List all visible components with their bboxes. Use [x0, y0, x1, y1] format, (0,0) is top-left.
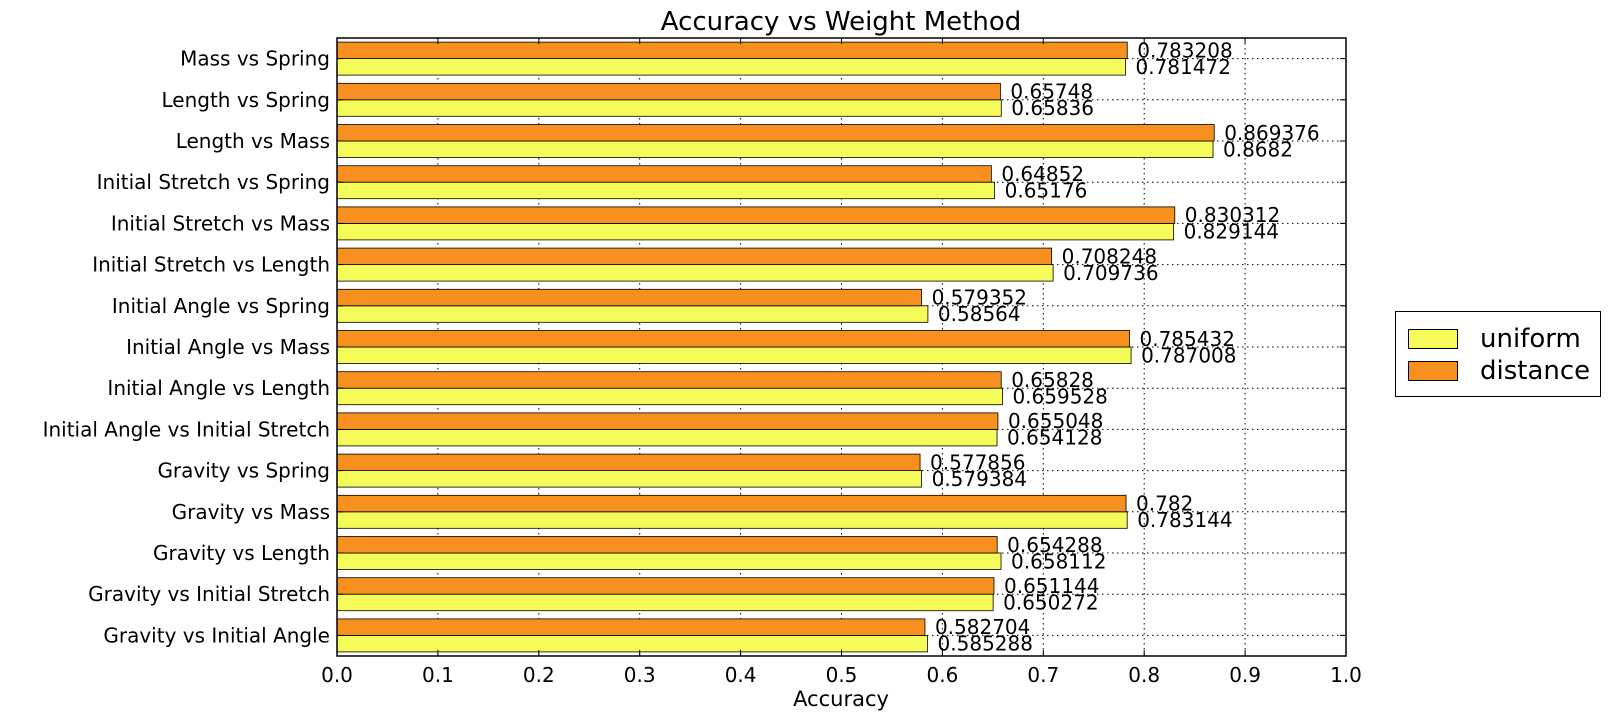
data-label-distance: 0.783208 — [1137, 38, 1232, 62]
bar-distance — [336, 618, 926, 636]
data-label-uniform: 0.585288 — [938, 632, 1033, 656]
data-label-uniform: 0.650272 — [1003, 590, 1098, 614]
data-label-uniform: 0.654128 — [1007, 426, 1102, 450]
category-label: Length vs Mass — [176, 129, 330, 153]
data-label-uniform: 0.65176 — [1005, 178, 1088, 202]
bar-uniform — [336, 428, 998, 447]
category-label: Initial Angle vs Mass — [126, 335, 330, 359]
category-label: Gravity vs Spring — [157, 459, 330, 483]
data-label-distance: 0.651144 — [1004, 574, 1099, 598]
x-tick-label: 0.1 — [422, 663, 454, 687]
bar-distance — [336, 412, 999, 430]
bar-distance — [336, 371, 1002, 389]
legend-item-uniform: uniform — [1408, 324, 1581, 354]
category-label: Mass vs Spring — [180, 47, 330, 71]
bar-uniform — [336, 387, 1003, 406]
data-label-uniform: 0.783144 — [1137, 508, 1232, 532]
bar-distance — [336, 41, 1128, 59]
axis-ticks: 0.0 0.1 0.2 0.3 0.4 0.5 0.6 0.7 0.8 0.9 1.0 Gravity… — [43, 38, 1362, 687]
bar-distance — [336, 330, 1130, 348]
bar-distance — [336, 453, 921, 472]
bar-distance — [336, 124, 1215, 142]
chart-title: Accuracy vs Weight Method — [661, 7, 1022, 37]
data-label-uniform: 0.787008 — [1141, 343, 1236, 367]
x-tick-label: 0.0 — [321, 663, 353, 687]
data-label-uniform: 0.709736 — [1063, 261, 1158, 285]
x-tick-label: 0.7 — [1027, 663, 1059, 687]
bar-uniform — [336, 593, 994, 612]
category-label: Initial Stretch vs Length — [92, 253, 330, 277]
category-label: Gravity vs Initial Stretch — [88, 582, 330, 606]
bar-uniform — [336, 552, 1002, 570]
bar-uniform — [336, 635, 928, 653]
data-label-distance: 0.582704 — [935, 615, 1030, 639]
bar-uniform — [336, 264, 1054, 282]
data-label-distance: 0.65748 — [1010, 80, 1093, 104]
data-label-distance: 0.64852 — [1001, 162, 1084, 186]
bar-distance — [336, 494, 1127, 513]
bar-distance — [336, 288, 922, 307]
category-label: Initial Angle vs Length — [107, 376, 330, 400]
bar-distance — [336, 206, 1176, 224]
legend-swatch-distance — [1408, 361, 1458, 381]
data-label-uniform: 0.829144 — [1184, 220, 1279, 244]
legend-item-distance: distance — [1408, 356, 1590, 386]
data-label-uniform: 0.8682 — [1223, 137, 1293, 161]
bar-distance — [336, 247, 1053, 266]
data-label-distance: 0.785432 — [1140, 327, 1235, 351]
bar-uniform — [336, 58, 1126, 76]
category-label: Initial Stretch vs Spring — [97, 170, 330, 194]
category-label: Gravity vs Initial Angle — [103, 623, 330, 647]
legend-label-distance: distance — [1480, 356, 1591, 386]
bar-uniform — [336, 99, 1002, 117]
bar-uniform — [336, 511, 1128, 529]
legend-label-uniform: uniform — [1480, 324, 1581, 354]
category-label: Length vs Spring — [162, 88, 331, 112]
x-tick-label: 0.3 — [624, 663, 656, 687]
x-tick-label: 0.9 — [1229, 663, 1261, 687]
data-label-uniform: 0.659528 — [1012, 384, 1107, 408]
data-label-distance: 0.830312 — [1185, 203, 1280, 227]
bars — [336, 41, 1215, 653]
category-label: Initial Stretch vs Mass — [111, 211, 330, 235]
x-tick-label: 0.8 — [1128, 663, 1160, 687]
bar-uniform — [336, 305, 929, 323]
bar-distance — [336, 165, 992, 183]
x-tick-label: 0.4 — [725, 663, 757, 687]
category-label: Gravity vs Mass — [172, 500, 330, 524]
data-label-uniform: 0.658112 — [1011, 549, 1106, 573]
bar-uniform — [336, 181, 996, 200]
category-label: Gravity vs Length — [153, 541, 330, 565]
x-tick-label: 0.2 — [523, 663, 555, 687]
value-labels: 0.5852880.5827040.6502720.6511440.658112… — [930, 38, 1320, 655]
data-label-distance: 0.782 — [1136, 492, 1193, 516]
legend-swatch-uniform — [1408, 329, 1458, 349]
x-tick-label: 0.6 — [926, 663, 958, 687]
data-label-distance: 0.655048 — [1008, 409, 1103, 433]
bar-distance — [336, 82, 1001, 101]
category-label: Initial Angle vs Initial Stretch — [43, 417, 330, 441]
category-label: Initial Angle vs Spring — [112, 294, 330, 318]
bar-uniform — [336, 346, 1132, 364]
data-label-distance: 0.654288 — [1007, 533, 1102, 557]
data-label-uniform: 0.65836 — [1011, 96, 1094, 120]
x-axis-label: Accuracy — [793, 687, 889, 711]
x-tick-label: 0.5 — [826, 663, 858, 687]
data-label-distance: 0.869376 — [1224, 121, 1319, 145]
data-label-uniform: 0.579384 — [932, 467, 1027, 491]
bar-uniform — [336, 222, 1175, 241]
bar-uniform — [336, 140, 1214, 158]
x-tick-label: 1.0 — [1330, 663, 1362, 687]
data-label-uniform: 0.781472 — [1136, 55, 1231, 79]
data-label-distance: 0.708248 — [1062, 244, 1157, 268]
data-label-distance: 0.579352 — [932, 286, 1027, 310]
bar-distance — [336, 577, 995, 595]
bar-uniform — [336, 470, 922, 488]
legend: uniform distance — [1395, 311, 1601, 397]
data-label-distance: 0.577856 — [930, 450, 1025, 474]
bar-distance — [336, 536, 998, 554]
data-label-uniform: 0.58564 — [938, 302, 1021, 326]
data-label-distance: 0.65828 — [1011, 368, 1094, 392]
